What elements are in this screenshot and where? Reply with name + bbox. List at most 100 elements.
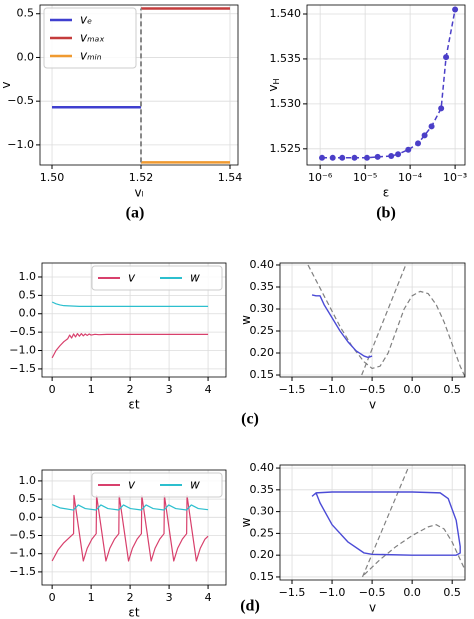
y-tick-label: 0.15 (250, 368, 275, 381)
series-line (51, 301, 209, 307)
x-axis-label: v (369, 398, 376, 412)
y-tick-label: −1.5 (9, 362, 36, 375)
point (351, 154, 358, 161)
legend-box (91, 265, 223, 291)
y-tick-label: 0.5 (19, 288, 37, 301)
legend-label: v (128, 271, 136, 285)
x-axis-label: εt (128, 398, 139, 412)
y-tick-label: 1.535 (270, 52, 302, 65)
x-axis-label: v (369, 601, 376, 615)
legend-label: vₘᵢₙ (80, 49, 102, 63)
y-tick-label: 0.35 (250, 280, 275, 293)
x-tick-label: 4 (205, 591, 212, 604)
series-line (311, 491, 461, 556)
x-tick-label: 10⁻⁶ (308, 171, 333, 184)
y-tick-label: −1.5 (9, 565, 36, 578)
x-tick-label: 10⁻³ (443, 171, 467, 184)
x-tick-label: 1 (88, 591, 95, 604)
point (438, 105, 445, 112)
x-tick-label: 0.5 (443, 383, 461, 396)
series-line (322, 9, 456, 159)
panel: 1.50 1.52 1.54 −1.0 −0.5 0.0 0.5 vₗ v vₑ vₘₐₓ vₘᵢₙ (0, 4, 243, 200)
legend-label: vₘₐₓ (80, 31, 105, 45)
y-tick-label: 0.0 (19, 307, 37, 320)
series-group (51, 494, 209, 562)
y-tick-label: 0.15 (250, 570, 275, 583)
x-tick-label: 0.0 (403, 586, 421, 599)
y-tick-label: 0.40 (250, 461, 275, 474)
caption: (a) (126, 205, 145, 222)
panel: 0 1 2 3 4 −1.5 −1.0 −0.5 0.0 0.5 1.0 εt v w (9, 469, 227, 619)
y-tick-label: 0.20 (250, 548, 275, 561)
y-axis-label-text: w (239, 315, 253, 325)
y-tick-label: 0.0 (17, 50, 35, 63)
y-tick-label: 1.540 (270, 7, 302, 20)
y-tick-label: 0.0 (19, 510, 37, 523)
legend-box (43, 7, 137, 69)
series-group (311, 467, 465, 578)
point (388, 153, 395, 160)
series-line (361, 467, 409, 578)
x-tick-label: −0.5 (359, 586, 386, 599)
axes-frame (41, 469, 227, 586)
caption: (c) (241, 411, 259, 428)
legend-label: vₑ (80, 13, 92, 27)
x-tick-label: 2 (127, 591, 134, 604)
series-line (363, 524, 465, 576)
axes-frame (41, 262, 227, 378)
point (452, 6, 459, 13)
point (415, 140, 422, 147)
y-tick-label: 0.25 (250, 526, 275, 539)
y-tick-label: 0.40 (250, 258, 275, 271)
x-tick-label: 1.50 (40, 171, 65, 184)
y-tick-label: 0.30 (250, 302, 275, 315)
x-tick-label: 0 (49, 591, 56, 604)
caption: (b) (376, 205, 396, 222)
x-tick-label: 0 (49, 383, 56, 396)
panel: 0 1 2 3 4 −1.5 −1.0 −0.5 0.0 0.5 1.0 εt v w (9, 262, 227, 412)
point (329, 154, 336, 161)
series-group (51, 301, 209, 359)
caption: (d) (240, 598, 260, 615)
y-tick-label: −1.0 (9, 547, 36, 560)
y-axis-label: vH (266, 78, 281, 91)
point (363, 154, 370, 161)
x-tick-label: 10⁻⁴ (398, 171, 423, 184)
series-line (51, 494, 209, 562)
y-axis-label: w (239, 315, 253, 325)
series-line (361, 264, 407, 376)
x-tick-label: 3 (166, 591, 173, 604)
series-line (307, 264, 465, 377)
x-tick-label: 3 (166, 383, 173, 396)
y-tick-label: 0.30 (250, 505, 275, 518)
x-tick-label: 0.5 (443, 586, 461, 599)
y-axis-label: w (239, 517, 253, 527)
axes-frame (279, 464, 466, 581)
x-tick-label: 10⁻⁵ (353, 171, 377, 184)
y-tick-label: −1.0 (9, 344, 36, 357)
x-axis-label: εt (128, 606, 139, 619)
y-tick-label: 0.35 (250, 483, 275, 496)
point (374, 153, 381, 160)
x-tick-label: 1 (88, 383, 95, 396)
point (395, 151, 402, 158)
legend-label: v (128, 478, 136, 492)
series-group (52, 7, 230, 164)
axes-frame (279, 262, 466, 378)
series-line (311, 294, 373, 359)
x-axis-label: vₗ (134, 186, 143, 200)
y-tick-label: 0.20 (250, 346, 275, 359)
series-line (51, 333, 209, 359)
y-tick-label: −0.5 (9, 529, 36, 542)
y-tick-label: 0.25 (250, 324, 275, 337)
point (443, 54, 450, 61)
y-tick-label: 1.525 (270, 142, 302, 155)
x-tick-label: −1.0 (319, 383, 346, 396)
x-tick-label: −1.5 (279, 586, 306, 599)
x-tick-label: 1.54 (218, 171, 243, 184)
y-tick-label: −0.5 (9, 325, 36, 338)
x-tick-label: −0.5 (359, 383, 386, 396)
y-axis-label-text: v (266, 84, 280, 91)
panel: −1.5 −1.0 −0.5 0.0 0.5 0.15 0.20 0.25 0.30 0.35 0.… (239, 461, 466, 615)
